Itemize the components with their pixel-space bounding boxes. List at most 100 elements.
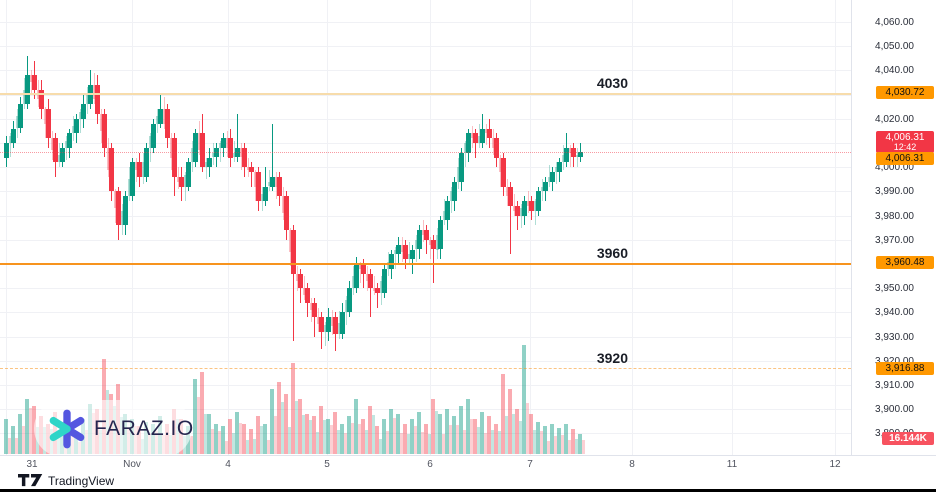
volume-bar bbox=[263, 424, 267, 454]
candle-wick bbox=[128, 167, 130, 202]
level-line-3960[interactable] bbox=[0, 262, 851, 265]
candle-wick bbox=[422, 220, 424, 243]
candle-body bbox=[347, 288, 352, 313]
candle-body bbox=[190, 147, 194, 163]
tradingview-logo-icon[interactable] bbox=[18, 474, 44, 487]
candle-wick bbox=[485, 123, 487, 146]
level-label-3920: 3920 bbox=[596, 350, 628, 367]
candle-body bbox=[575, 154, 579, 158]
candle-wick bbox=[443, 198, 445, 226]
volume-bar-faded bbox=[526, 403, 529, 454]
candle-wick bbox=[237, 114, 238, 163]
candle-wick bbox=[520, 203, 522, 228]
volume-bar-faded bbox=[309, 420, 312, 454]
volume-bar bbox=[410, 419, 414, 454]
candle-wick bbox=[93, 72, 95, 105]
candle-body bbox=[15, 116, 19, 129]
level-label-4030: 4030 bbox=[596, 74, 628, 91]
candle-body bbox=[295, 273, 299, 281]
candle-body bbox=[85, 94, 89, 105]
candle-wick bbox=[373, 276, 375, 296]
volume-bar-faded bbox=[330, 425, 333, 454]
volume-bar-faded bbox=[456, 425, 459, 454]
volume-bar-faded bbox=[365, 430, 368, 454]
candle-body bbox=[43, 109, 47, 124]
volume-bar-faded bbox=[316, 432, 319, 454]
volume-bar-faded bbox=[414, 426, 417, 454]
volume-bar-faded bbox=[8, 438, 11, 454]
candle-wick bbox=[310, 297, 312, 323]
time-axis[interactable]: 31 Nov 4 5 6 7 8 11 12 bbox=[0, 455, 936, 473]
candle-body bbox=[197, 133, 201, 151]
volume-bar-faded bbox=[393, 418, 396, 454]
candle-body bbox=[557, 162, 562, 173]
volume-bar-faded bbox=[344, 433, 347, 454]
candle-body bbox=[193, 133, 198, 163]
candle-wick bbox=[86, 87, 88, 114]
volume-bar bbox=[228, 419, 232, 454]
attribution-row: TradingView bbox=[0, 472, 936, 489]
volume-badge-value: 16.144K bbox=[889, 433, 927, 444]
candle-body bbox=[11, 128, 16, 143]
candle-body bbox=[134, 162, 138, 170]
candle-body bbox=[354, 264, 359, 289]
volume-bar-faded bbox=[372, 415, 375, 454]
volume-bar bbox=[403, 424, 407, 454]
vertical-gridline bbox=[632, 0, 633, 455]
volume-bar bbox=[508, 389, 512, 454]
candle-body bbox=[512, 205, 516, 211]
candle-body bbox=[333, 317, 338, 335]
volume-bar bbox=[417, 412, 421, 454]
volume-bar-faded bbox=[442, 434, 445, 454]
time-tick-label: 8 bbox=[629, 459, 635, 470]
candle-body bbox=[379, 280, 383, 293]
level-badge-3960[interactable]: 3,960.48 bbox=[876, 256, 934, 270]
candle-wick bbox=[548, 164, 550, 187]
watermark-text: FARAZ.IO bbox=[94, 416, 194, 440]
level-line-4030[interactable] bbox=[0, 92, 851, 95]
candle-wick bbox=[331, 310, 333, 336]
volume-bar bbox=[319, 406, 323, 454]
volume-bar-faded bbox=[498, 431, 501, 454]
price-axis[interactable]: 4,060.00 4,050.00 4,040.00 4,020.00 4,000.00… bbox=[851, 0, 936, 455]
candle-wick bbox=[408, 242, 410, 264]
candle-wick bbox=[261, 186, 263, 211]
price-tick-label: 3,930.00 bbox=[875, 331, 914, 343]
volume-bar bbox=[396, 414, 400, 454]
volume-bar-faded bbox=[190, 436, 193, 454]
candle-body bbox=[400, 244, 404, 252]
candle-body bbox=[484, 128, 488, 134]
horizontal-gridline bbox=[0, 409, 851, 411]
vertical-gridline bbox=[530, 0, 531, 455]
level-line-3920[interactable] bbox=[0, 368, 851, 370]
alert-price-badge[interactable]: 4,006.31 bbox=[876, 151, 934, 165]
volume-bar-faded bbox=[547, 441, 550, 454]
volume-bar-faded bbox=[253, 439, 256, 454]
candle-body bbox=[312, 302, 317, 318]
candle-body bbox=[53, 138, 58, 163]
tradingview-attribution[interactable]: TradingView bbox=[48, 473, 115, 488]
candle-wick bbox=[72, 116, 74, 141]
candle-body bbox=[568, 147, 572, 153]
volume-bar-faded bbox=[407, 434, 410, 454]
candle-wick bbox=[254, 169, 256, 202]
volume-bar bbox=[249, 429, 253, 454]
candle-body bbox=[319, 317, 324, 332]
level-badge-4030[interactable]: 4,030.72 bbox=[876, 86, 934, 100]
chart-plot-area[interactable]: 4030 3960 3920 FARAZ.IO bbox=[0, 0, 851, 455]
volume-bar bbox=[361, 419, 365, 454]
price-tick-label: 3,910.00 bbox=[875, 380, 914, 391]
time-tick-label: 4 bbox=[225, 459, 231, 470]
volume-bar bbox=[4, 419, 8, 454]
volume-bar bbox=[550, 424, 554, 454]
candle-body bbox=[200, 133, 205, 168]
volume-bar bbox=[571, 429, 575, 454]
level-badge-3920[interactable]: 3,916.88 bbox=[876, 361, 934, 375]
volume-bar bbox=[200, 372, 204, 454]
volume-bar bbox=[207, 414, 211, 454]
candle-body bbox=[39, 89, 44, 110]
candle-body bbox=[176, 176, 180, 182]
candle-wick bbox=[457, 157, 459, 189]
candle-wick bbox=[170, 133, 172, 170]
candle-body bbox=[491, 138, 495, 148]
